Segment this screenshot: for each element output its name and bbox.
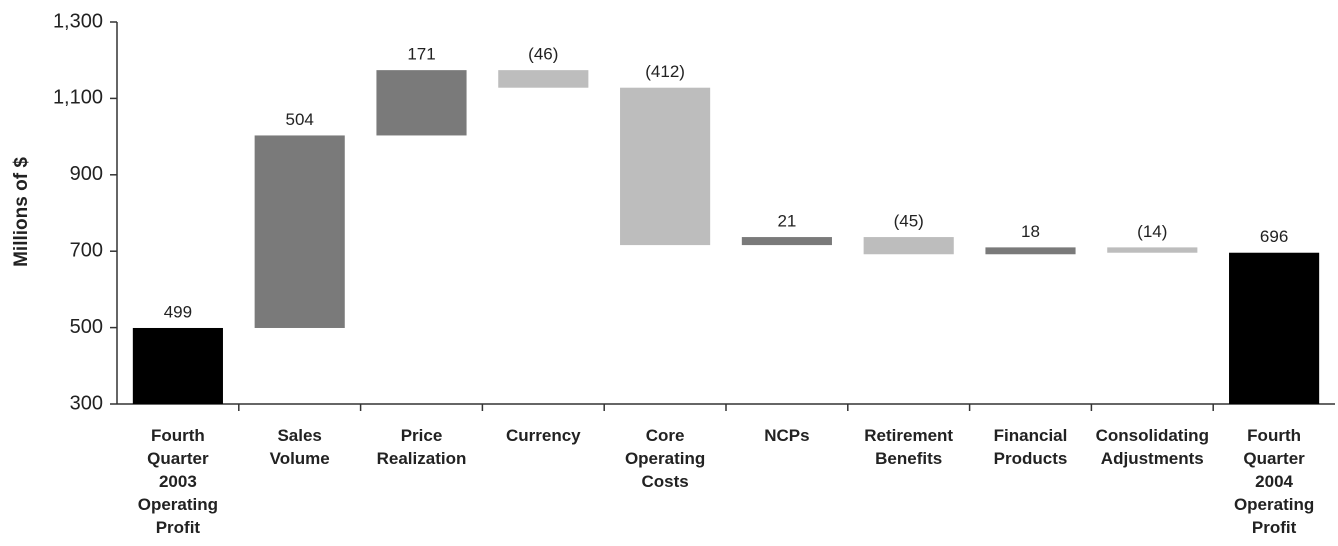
bar: [985, 247, 1076, 255]
x-tick-label: Consolidating Adjustments: [1095, 426, 1209, 468]
bar: [741, 237, 832, 246]
value-label: 504: [286, 110, 314, 129]
bar: [498, 70, 589, 88]
value-label: (14): [1137, 222, 1167, 241]
x-tick-label: Financial Products: [993, 426, 1068, 468]
y-tick-label: 700: [70, 239, 103, 261]
x-tick-label: Core Operating Costs: [624, 426, 706, 491]
x-tick-label: NCPs: [764, 426, 810, 445]
value-label: 21: [777, 212, 796, 231]
y-tick-label: 500: [70, 316, 103, 338]
x-tick-label: Sales Volume: [269, 426, 330, 468]
y-axis-label: Millions of $: [11, 157, 32, 267]
bar: [620, 87, 711, 246]
bar: [1107, 247, 1198, 253]
value-label: (412): [645, 62, 685, 81]
x-tick-label: Currency: [505, 426, 581, 445]
value-label: 499: [164, 302, 192, 321]
bar: [254, 135, 345, 328]
bar: [376, 70, 467, 136]
value-label: (46): [528, 45, 558, 64]
value-label: 171: [407, 45, 435, 64]
y-tick-label: 1,100: [53, 87, 103, 109]
y-tick-label: 900: [70, 163, 103, 185]
y-tick-label: 1,300: [53, 10, 103, 32]
x-tick-label: Fourth Quarter 2004 Operating Profit: [1233, 426, 1315, 537]
y-tick-label: 300: [70, 392, 103, 414]
x-tick-label: Price Realization: [376, 426, 467, 468]
x-tick-label: Fourth Quarter 2003 Operating Profit: [137, 426, 219, 537]
bar: [863, 237, 954, 255]
value-label: 696: [1260, 227, 1288, 246]
value-label: 18: [1021, 222, 1040, 241]
bar: [132, 327, 223, 404]
value-label: (45): [894, 212, 924, 231]
x-tick-label: Retirement Benefits: [864, 426, 954, 468]
bar: [1229, 252, 1320, 404]
